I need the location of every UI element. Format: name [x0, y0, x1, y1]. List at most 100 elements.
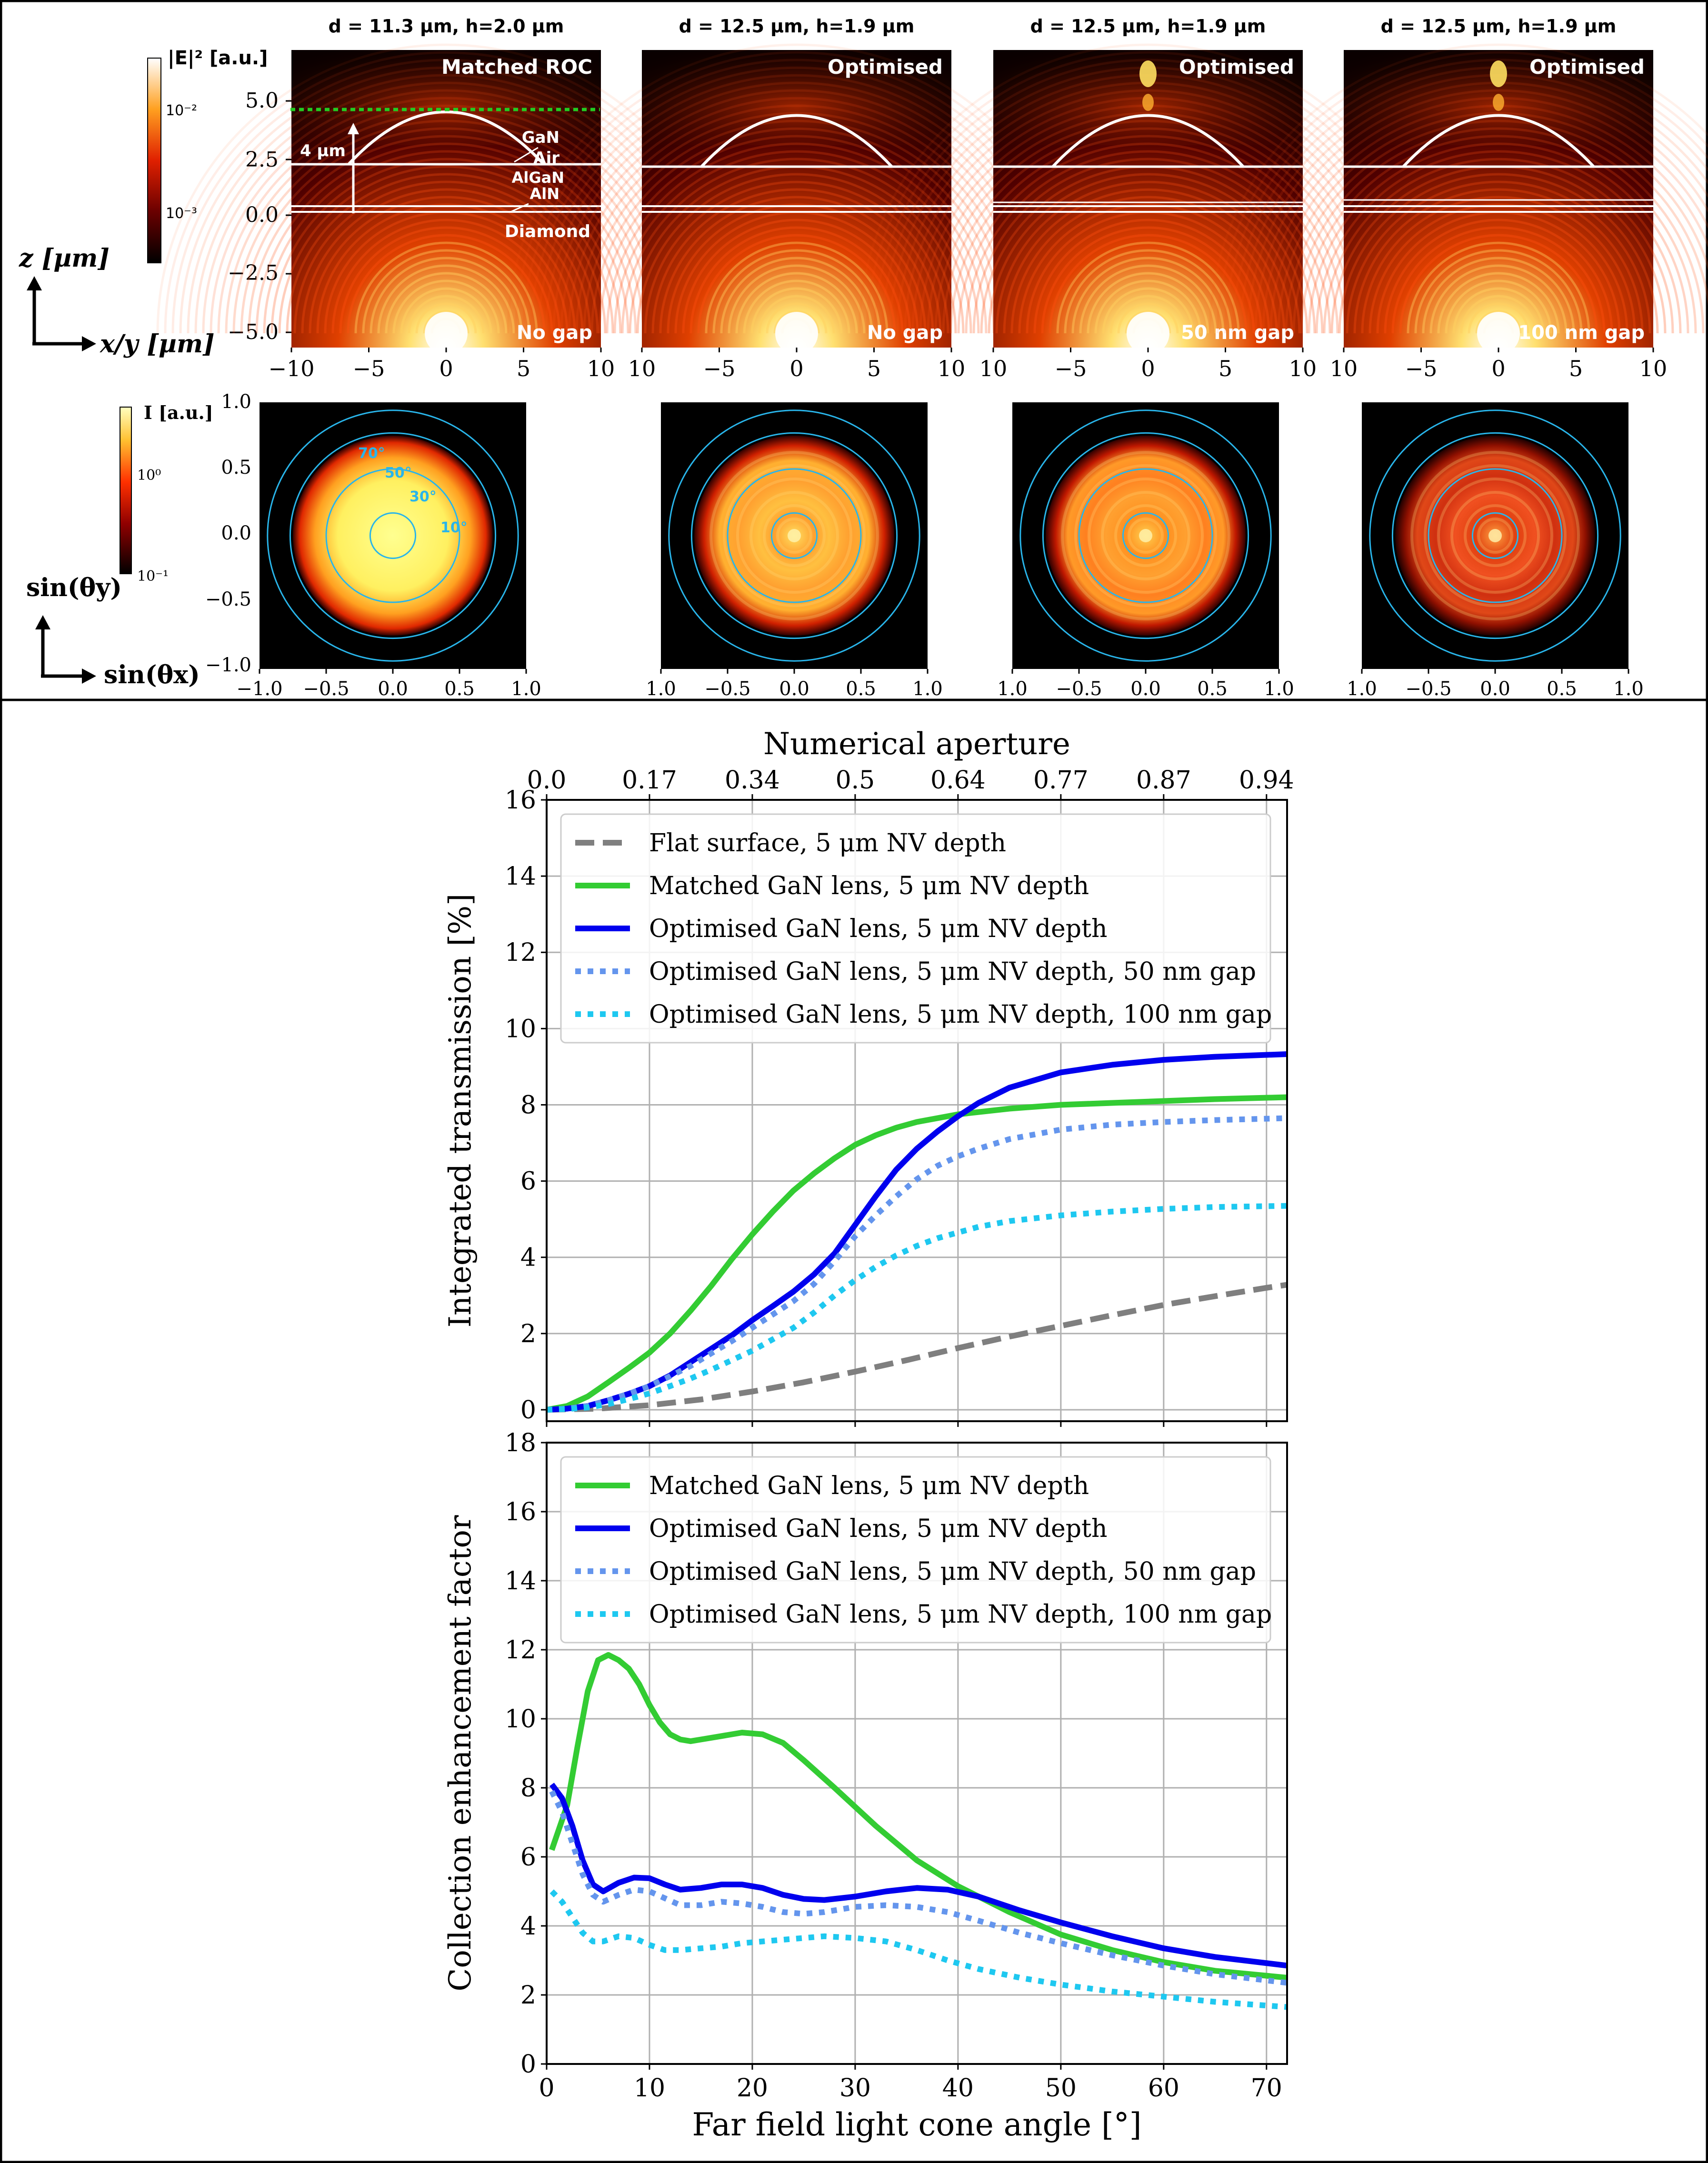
field-x-tick: 10 — [628, 356, 656, 381]
y-tick-label: 4 — [520, 1244, 536, 1272]
y-tick-label: 4 — [520, 1912, 536, 1941]
field-y-tick: 5.0 — [245, 89, 279, 113]
sin-theta-y-label: sin(θy) — [26, 573, 122, 602]
z-axis-label: z [µm] — [19, 244, 110, 273]
far-map-center — [1488, 529, 1502, 542]
far-colorbar: I [a.u.] 10⁰ 10⁻¹ — [120, 402, 213, 585]
far-x-tick: 0.0 — [1130, 678, 1161, 700]
lens-surface — [1051, 114, 1245, 168]
layer-annotations: 4 µm GaN Air AlGaN AlN Diamond — [290, 108, 600, 241]
legend-label: Optimised GaN lens, 5 μm NV depth, 100 n… — [649, 1000, 1272, 1029]
field-wavefront — [644, 180, 949, 334]
legend-label: Optimised GaN lens, 5 μm NV depth, 50 nm… — [649, 1557, 1256, 1586]
far-y-tick: −1.0 — [205, 654, 251, 676]
top-tick-label: 0.34 — [725, 766, 780, 795]
field-wavefront — [773, 310, 820, 334]
far-x-tick: 1.0 — [1613, 678, 1644, 700]
far-x-tick: 0.5 — [1197, 678, 1228, 700]
far-map-ring — [776, 518, 812, 554]
far-map-ring — [1477, 518, 1513, 554]
field-wavefront — [659, 196, 934, 334]
far-field-map-1: 1.0 −0.5 0.0 0.5 1.0 — [646, 402, 943, 700]
field-x-tick: 0 — [1141, 356, 1155, 381]
focus-spot — [1493, 94, 1504, 111]
field-wavefront — [766, 302, 828, 334]
far-x-tick: 0.0 — [779, 678, 809, 700]
field-wavefront — [408, 295, 485, 334]
far-map-intensity — [293, 436, 493, 636]
field-x-tick: 0 — [1491, 356, 1505, 381]
field-wavefront — [949, 135, 1347, 334]
field-x-tick: −5 — [1405, 356, 1438, 381]
far-map-ring — [723, 464, 866, 607]
y-tick-label: 0 — [520, 2050, 536, 2079]
field-wavefront — [728, 264, 866, 334]
z-arrowhead-icon — [27, 276, 42, 290]
field-x-tick: −5 — [703, 356, 736, 381]
field-wavefront — [1033, 219, 1263, 334]
series-line — [549, 1652, 1288, 1981]
y-tick-label: 16 — [505, 786, 536, 815]
far-x-tick: −0.5 — [1405, 678, 1451, 700]
field-map-0: d = 11.3 µm, h=2.0 µm Matched ROC No gap −1… — [156, 16, 736, 381]
field-wavefront — [735, 272, 858, 334]
x-tick-label: 50 — [1045, 2074, 1077, 2103]
angle-circle — [1428, 468, 1563, 603]
lens-surface — [347, 110, 545, 166]
legend-label: Matched GaN lens, 5 μm NV depth — [649, 872, 1089, 900]
far-x-tick: 1.0 — [997, 678, 1028, 700]
angle-circle — [1369, 409, 1621, 662]
aln-pointer — [509, 203, 529, 213]
height-arrowhead-icon — [348, 123, 359, 134]
far-field-map-0: −1.0 −0.5 0.0 0.5 1.0 70°50° 30°10° — [236, 402, 541, 700]
nv-source-glow — [1127, 312, 1169, 355]
field-wavefront — [232, 120, 660, 334]
field-wavefront — [712, 249, 881, 334]
field-wavefront — [1003, 188, 1293, 334]
field-wavefront — [667, 203, 927, 334]
x-tick-label: 10 — [634, 2074, 665, 2103]
field-y-ticks: 5.0 2.5 0.0 −2.5 −5.0 — [228, 89, 279, 344]
far-field-maps: −1.0 −0.5 0.0 0.5 1.0 70°50° 30°10° 1.0 −0.5 0.0 0… — [236, 402, 1644, 700]
plot-frame — [546, 799, 1288, 1422]
field-wavefront — [972, 158, 1324, 334]
field-map-3: d = 12.5 µm, h=1.9 µm Optimised 100 nm gap… — [1209, 16, 1708, 381]
far-map-ring — [1074, 464, 1217, 607]
aln-layer-label: AlN — [529, 185, 559, 203]
field-wavefront — [1292, 127, 1705, 334]
field-wavefront — [1064, 249, 1232, 334]
field-y-tick: −5.0 — [228, 320, 279, 344]
field-x-tick: 10 — [1330, 356, 1358, 381]
field-x-tick: 10 — [938, 356, 966, 381]
far-x-tick: −0.5 — [704, 678, 750, 700]
field-wavefront — [362, 249, 530, 334]
field-wavefront — [1429, 264, 1568, 334]
field-wavefront — [1018, 203, 1278, 334]
far-map-center — [1139, 529, 1152, 542]
field-wavefront — [1338, 173, 1659, 334]
legend-box — [560, 1456, 1271, 1644]
height-label: 4 µm — [300, 141, 346, 160]
map-tag: Optimised — [828, 55, 943, 79]
field-colorbar-tick: 10⁻² — [166, 102, 197, 119]
far-x-tick: 0.5 — [1547, 678, 1577, 700]
nv-source-glow — [775, 312, 818, 355]
field-x-tick: 10 — [1289, 356, 1317, 381]
far-map-ring — [1114, 504, 1177, 567]
y-tick-label: 10 — [505, 1015, 536, 1043]
far-map-ring — [1101, 491, 1190, 580]
far-x-tick: 0.5 — [444, 678, 475, 700]
far-map-ring — [1128, 518, 1164, 554]
far-x-tick: −0.5 — [303, 678, 349, 700]
field-wavefront — [270, 158, 622, 334]
angle-circle — [267, 409, 519, 662]
field-wavefront — [651, 188, 942, 334]
field-map-upper-glow — [642, 50, 951, 145]
field-wavefront — [942, 127, 1354, 334]
y-tick-label: 2 — [520, 1320, 536, 1348]
angle-circle — [1019, 409, 1272, 662]
gap-label: No gap — [517, 322, 592, 344]
y-tick-label: 10 — [505, 1705, 536, 1734]
legend-label: Optimised GaN lens, 5 μm NV depth — [649, 915, 1107, 943]
far-colorbar-tick: 10⁰ — [137, 467, 161, 484]
